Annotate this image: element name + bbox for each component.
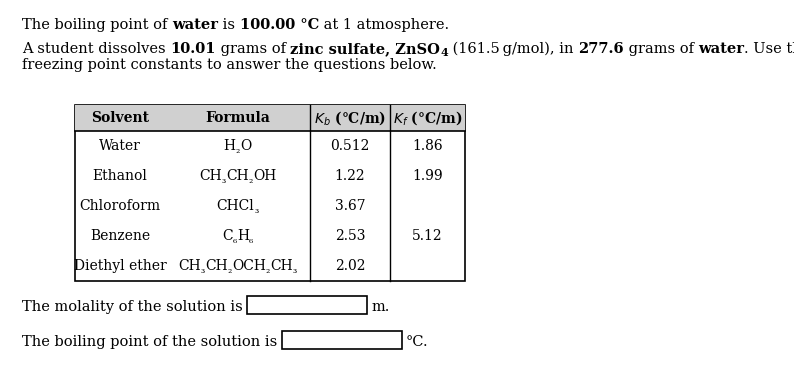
Text: CH: CH — [199, 169, 222, 183]
Text: Ethanol: Ethanol — [93, 169, 148, 183]
Text: Formula: Formula — [205, 111, 270, 125]
Text: water: water — [699, 42, 745, 56]
Text: ₃: ₃ — [254, 205, 259, 215]
Text: 5.12: 5.12 — [412, 229, 443, 243]
Text: CH: CH — [270, 259, 293, 273]
Text: 1.99: 1.99 — [412, 169, 443, 183]
Text: grams of: grams of — [216, 42, 291, 56]
Text: 10.01: 10.01 — [170, 42, 216, 56]
Text: is: is — [218, 18, 240, 32]
Text: ₆: ₆ — [233, 235, 237, 245]
Text: 100.00 °C: 100.00 °C — [240, 18, 319, 32]
Text: The molality of the solution is: The molality of the solution is — [22, 300, 248, 314]
Text: ₂: ₂ — [228, 265, 232, 275]
Text: ₃: ₃ — [293, 265, 297, 275]
Text: ₃: ₃ — [201, 265, 205, 275]
Text: C: C — [222, 229, 233, 243]
Text: 1.22: 1.22 — [335, 169, 365, 183]
Text: Water: Water — [99, 139, 141, 153]
Text: freezing point constants to answer the questions below.: freezing point constants to answer the q… — [22, 58, 437, 72]
Text: ₂: ₂ — [249, 175, 252, 185]
Text: 277.6: 277.6 — [578, 42, 624, 56]
Text: ₆: ₆ — [249, 235, 253, 245]
Text: CH: CH — [225, 169, 249, 183]
Text: °C.: °C. — [406, 335, 429, 349]
Text: ₃: ₃ — [222, 175, 225, 185]
Bar — [75, 105, 465, 281]
Text: The boiling point of: The boiling point of — [22, 18, 172, 32]
Text: Benzene: Benzene — [90, 229, 150, 243]
Text: The boiling point of the solution is: The boiling point of the solution is — [22, 335, 282, 349]
Text: grams of: grams of — [624, 42, 699, 56]
Text: CH: CH — [178, 259, 201, 273]
Text: water: water — [172, 18, 218, 32]
Text: H: H — [237, 229, 249, 243]
Text: Solvent: Solvent — [91, 111, 149, 125]
Bar — [282, 331, 402, 349]
Text: 0.512: 0.512 — [330, 139, 370, 153]
Text: 2.53: 2.53 — [335, 229, 365, 243]
Text: OH: OH — [252, 169, 276, 183]
Text: zinc sulfate, ZnSO: zinc sulfate, ZnSO — [291, 42, 440, 56]
Text: CHCl: CHCl — [217, 199, 254, 213]
Text: CH: CH — [205, 259, 228, 273]
Text: ₂: ₂ — [236, 145, 240, 155]
Text: (161.5 g/mol), in: (161.5 g/mol), in — [448, 42, 578, 56]
Text: H: H — [224, 139, 236, 153]
Text: $\mathit{K}_\mathit{b}$ (°C/m): $\mathit{K}_\mathit{b}$ (°C/m) — [314, 109, 386, 127]
Text: ₂: ₂ — [266, 265, 270, 275]
Text: $\mathit{K}_\mathit{f}$ (°C/m): $\mathit{K}_\mathit{f}$ (°C/m) — [393, 109, 462, 127]
Text: 3.67: 3.67 — [335, 199, 365, 213]
Text: at 1 atmosphere.: at 1 atmosphere. — [319, 18, 449, 32]
Text: A student dissolves: A student dissolves — [22, 42, 170, 56]
Text: . Use the table of boiling and: . Use the table of boiling and — [745, 42, 794, 56]
Text: 2.02: 2.02 — [335, 259, 365, 273]
Bar — [248, 296, 368, 314]
Text: Diethyl ether: Diethyl ether — [74, 259, 167, 273]
Text: 1.86: 1.86 — [412, 139, 443, 153]
Bar — [75, 105, 465, 131]
Text: OCH: OCH — [232, 259, 266, 273]
Text: O: O — [240, 139, 252, 153]
Text: Chloroform: Chloroform — [79, 199, 160, 213]
Text: m.: m. — [372, 300, 390, 314]
Text: 4: 4 — [440, 47, 448, 58]
